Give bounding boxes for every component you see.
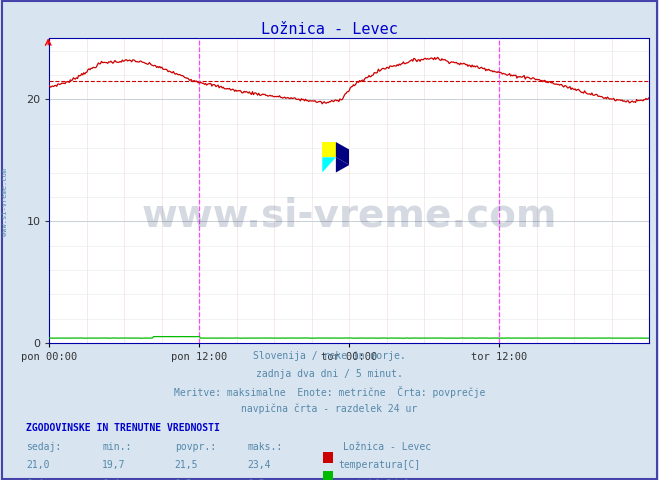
- Text: Meritve: maksimalne  Enote: metrične  Črta: povprečje: Meritve: maksimalne Enote: metrične Črta…: [174, 386, 485, 398]
- Text: ZGODOVINSKE IN TRENUTNE VREDNOSTI: ZGODOVINSKE IN TRENUTNE VREDNOSTI: [26, 423, 220, 433]
- Text: temperatura[C]: temperatura[C]: [339, 460, 421, 470]
- Text: navpična črta - razdelek 24 ur: navpična črta - razdelek 24 ur: [241, 403, 418, 414]
- Text: pretok[m3/s]: pretok[m3/s]: [339, 479, 409, 480]
- Polygon shape: [336, 142, 349, 165]
- Polygon shape: [322, 142, 336, 157]
- Text: www.si-vreme.com: www.si-vreme.com: [142, 196, 557, 234]
- Text: 23,4: 23,4: [247, 460, 271, 470]
- Text: www.si-vreme.com: www.si-vreme.com: [2, 168, 9, 236]
- Text: 19,7: 19,7: [102, 460, 126, 470]
- Text: 21,5: 21,5: [175, 460, 198, 470]
- Text: Ložnica - Levec: Ložnica - Levec: [261, 22, 398, 37]
- Text: Slovenija / reke in morje.: Slovenija / reke in morje.: [253, 351, 406, 361]
- Text: 21,0: 21,0: [26, 460, 50, 470]
- Text: zadnja dva dni / 5 minut.: zadnja dva dni / 5 minut.: [256, 369, 403, 379]
- Text: 0,4: 0,4: [26, 479, 44, 480]
- Text: povpr.:: povpr.:: [175, 442, 215, 452]
- Text: min.:: min.:: [102, 442, 132, 452]
- Polygon shape: [322, 157, 336, 172]
- Text: 0,5: 0,5: [247, 479, 265, 480]
- Text: maks.:: maks.:: [247, 442, 282, 452]
- Text: 0,4: 0,4: [102, 479, 120, 480]
- Text: sedaj:: sedaj:: [26, 442, 61, 452]
- Text: Ložnica - Levec: Ložnica - Levec: [343, 442, 431, 452]
- Text: 0,5: 0,5: [175, 479, 192, 480]
- Polygon shape: [336, 157, 349, 172]
